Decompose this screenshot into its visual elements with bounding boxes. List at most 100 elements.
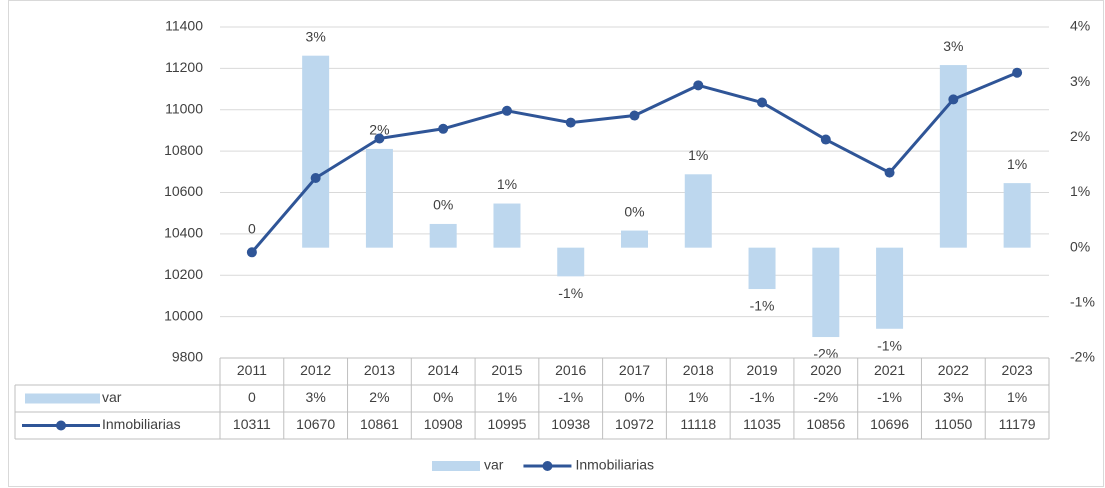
y-tick-label: 11200 xyxy=(165,59,203,75)
y-tick-label: 10200 xyxy=(164,266,203,282)
x-tick-label: 2018 xyxy=(683,362,714,378)
line-marker xyxy=(693,80,704,91)
bar xyxy=(493,203,521,248)
bar-value-label: 0% xyxy=(433,197,453,213)
bar xyxy=(365,148,393,248)
line-marker xyxy=(438,123,449,134)
table-cell: 10670 xyxy=(296,416,335,432)
table-cell: 10972 xyxy=(615,416,654,432)
y-tick-label: 9800 xyxy=(172,349,203,365)
line-marker xyxy=(757,97,768,108)
bar xyxy=(939,65,967,248)
y2-tick-label: 4% xyxy=(1070,18,1090,34)
bar xyxy=(557,247,585,277)
x-tick-label: 2012 xyxy=(300,362,331,378)
y-tick-label: 10000 xyxy=(164,307,203,323)
bar xyxy=(1003,183,1031,248)
table-cell: 10856 xyxy=(806,416,845,432)
table-cell: 11118 xyxy=(680,416,716,432)
bar xyxy=(748,247,776,290)
table-cell: -1% xyxy=(877,389,902,405)
x-tick-label: 2011 xyxy=(237,362,267,378)
line-marker xyxy=(629,110,640,121)
bar xyxy=(621,230,648,248)
y-tick-label: 10600 xyxy=(164,183,203,199)
table-cell: 10938 xyxy=(551,416,590,432)
legend-label: var xyxy=(484,457,504,473)
y-tick-label: 10800 xyxy=(164,142,203,158)
x-tick-label: 2013 xyxy=(364,362,395,378)
y2-tick-label: 1% xyxy=(1070,183,1090,199)
table-legend-key xyxy=(56,420,66,431)
table-row-label: var xyxy=(102,389,122,405)
table-cell: 0% xyxy=(624,389,644,405)
table-cell: 0% xyxy=(433,389,453,405)
bar-value-label: -2% xyxy=(813,346,838,362)
bar xyxy=(812,247,840,338)
table-cell: 10696 xyxy=(870,416,909,432)
y-tick-label: 11000 xyxy=(165,100,203,116)
x-tick-label: 2020 xyxy=(810,362,841,378)
legend-label: Inmobiliarias xyxy=(575,457,654,473)
x-tick-label: 2015 xyxy=(491,362,522,378)
line-marker xyxy=(246,247,257,258)
bar-value-label: -1% xyxy=(558,285,583,301)
table-cell: 1% xyxy=(688,389,708,405)
table-legend-key xyxy=(25,393,100,404)
table-cell: 10311 xyxy=(233,416,271,432)
bar-value-label: 1% xyxy=(688,147,708,163)
bar-value-label: 0 xyxy=(248,220,256,236)
x-tick-label: 2023 xyxy=(1002,362,1033,378)
bar-value-label: 1% xyxy=(497,176,517,192)
line-marker xyxy=(820,134,831,145)
bar-value-label: 2% xyxy=(369,122,389,138)
y2-tick-label: -2% xyxy=(1070,349,1095,365)
bar-value-label: 3% xyxy=(943,38,963,54)
y2-tick-label: 0% xyxy=(1070,238,1090,254)
table-cell: -1% xyxy=(558,389,583,405)
table-cell: 10908 xyxy=(424,416,463,432)
y2-tick-label: 3% xyxy=(1070,73,1090,89)
bar-value-label: -1% xyxy=(750,298,775,314)
bar xyxy=(302,55,330,248)
table-cell: 2% xyxy=(369,389,389,405)
line-marker xyxy=(374,133,385,144)
table-row-label: Inmobiliarias xyxy=(102,416,181,432)
table-cell: 1% xyxy=(1007,389,1027,405)
line-marker xyxy=(501,105,512,116)
y2-tick-label: 2% xyxy=(1070,128,1090,144)
line-marker xyxy=(565,117,576,128)
table-cell: 3% xyxy=(943,389,963,405)
x-tick-label: 2021 xyxy=(874,362,905,378)
x-tick-label: 2022 xyxy=(938,362,969,378)
bar-value-label: 3% xyxy=(306,28,326,44)
bar-value-label: 1% xyxy=(1007,156,1027,172)
table-cell: 11179 xyxy=(999,416,1036,432)
x-tick-label: 2017 xyxy=(619,362,650,378)
bar xyxy=(684,174,712,248)
table-cell: 11035 xyxy=(743,416,781,432)
table-cell: 0 xyxy=(248,389,256,405)
table-cell: -2% xyxy=(813,389,838,405)
table-cell: 11050 xyxy=(934,416,972,432)
legend-key xyxy=(432,461,480,471)
x-tick-label: 2016 xyxy=(555,362,586,378)
y-tick-label: 11400 xyxy=(165,18,203,34)
y2-tick-label: -1% xyxy=(1070,294,1095,310)
line-marker xyxy=(948,94,959,105)
legend-key xyxy=(542,461,553,471)
line-marker xyxy=(310,173,321,184)
x-tick-label: 2014 xyxy=(428,362,459,378)
y-tick-label: 10400 xyxy=(164,225,203,241)
table-cell: 10861 xyxy=(360,416,399,432)
bar xyxy=(876,247,904,329)
line-marker xyxy=(1012,67,1023,78)
bar-value-label: -1% xyxy=(877,337,902,353)
table-cell: -1% xyxy=(750,389,775,405)
bar-value-label: 0% xyxy=(624,203,644,219)
x-tick-label: 2019 xyxy=(746,362,777,378)
table-cell: 1% xyxy=(497,389,517,405)
line-marker xyxy=(884,167,895,178)
table-cell: 3% xyxy=(306,389,326,405)
